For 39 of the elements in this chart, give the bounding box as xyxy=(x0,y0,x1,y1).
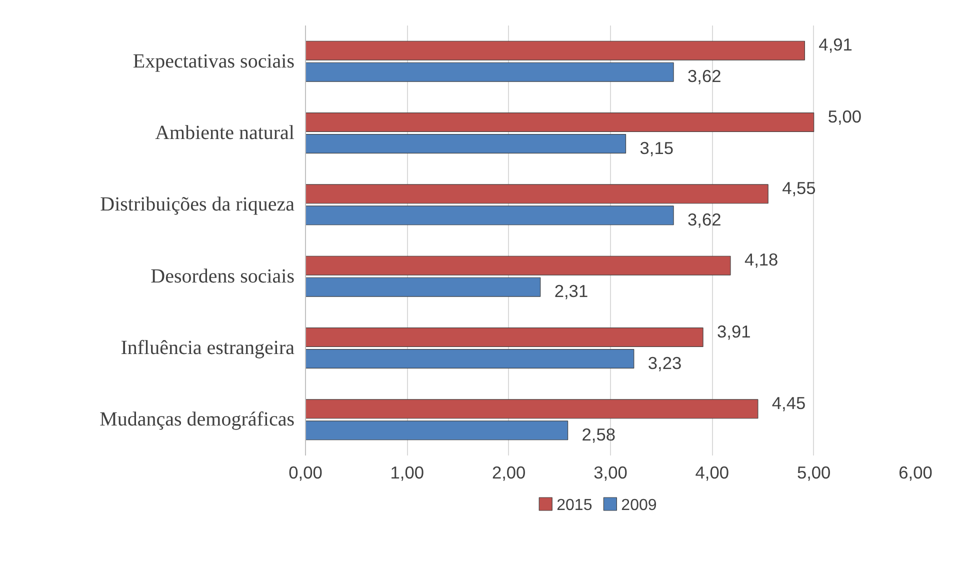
data-label: 4,18 xyxy=(744,250,778,270)
x-tick-label: 0,00 xyxy=(288,462,322,482)
y-tick-label: Mudanças demográficas xyxy=(100,408,295,431)
x-tick-label: 5,00 xyxy=(796,462,831,482)
y-tick-label: Desordens sociais xyxy=(150,265,295,288)
data-label: 3,23 xyxy=(648,352,682,373)
x-tick-label: 6,00 xyxy=(898,462,932,482)
x-tick-label: 4,00 xyxy=(695,462,730,482)
y-tick-label: Distribuições da riqueza xyxy=(100,194,295,216)
bar xyxy=(306,327,704,348)
bar xyxy=(306,206,674,226)
data-label: 3,91 xyxy=(717,321,751,342)
legend-label: 2009 xyxy=(621,497,657,514)
bar xyxy=(306,420,568,440)
data-label: 2,31 xyxy=(554,281,588,302)
x-tick-label: 2,00 xyxy=(492,462,526,482)
bar xyxy=(306,399,758,419)
data-label: 3,62 xyxy=(688,209,722,230)
bar xyxy=(306,348,634,369)
data-label: 4,45 xyxy=(772,392,806,413)
y-tick-label: Ambiente natural xyxy=(155,122,295,144)
bar xyxy=(306,40,805,60)
bar xyxy=(306,112,814,132)
legend-label: 2015 xyxy=(556,497,592,514)
y-tick-label: Expectativas sociais xyxy=(132,50,295,72)
bar xyxy=(306,277,541,297)
data-label: 4,55 xyxy=(782,178,816,198)
data-label: 4,91 xyxy=(818,34,852,55)
x-tick-label: 1,00 xyxy=(390,462,424,482)
bar xyxy=(306,256,731,276)
bar xyxy=(306,62,674,82)
x-tick-label: 3,00 xyxy=(594,462,628,482)
bar xyxy=(306,134,626,154)
data-label: 5,00 xyxy=(828,106,862,126)
data-label: 2,58 xyxy=(582,424,616,444)
data-label: 3,62 xyxy=(688,66,722,86)
data-label: 3,15 xyxy=(640,138,674,158)
y-tick-label: Influência estrangeira xyxy=(120,337,295,359)
bar xyxy=(306,184,768,204)
